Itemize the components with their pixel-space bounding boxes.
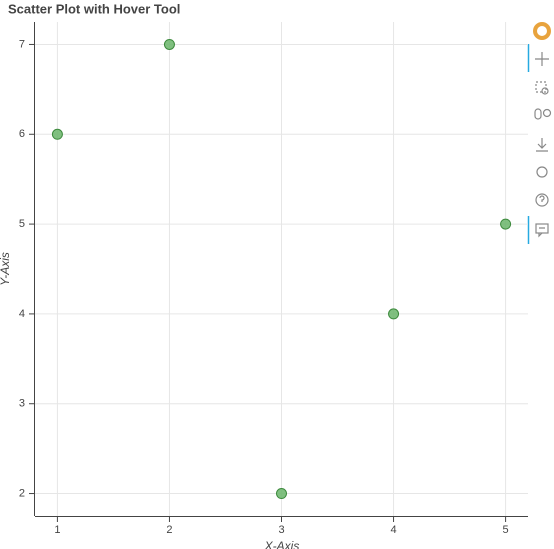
chart-title: Scatter Plot with Hover Tool xyxy=(8,1,180,16)
point xyxy=(163,38,175,50)
x-tick-label: 3 xyxy=(278,524,284,536)
y-axis-label: Y-Axis xyxy=(0,252,12,286)
wheel-zoom-tool[interactable] xyxy=(534,108,552,120)
y-tick-label: 6 xyxy=(19,128,25,140)
x-axis-label: X-Axis xyxy=(264,539,300,549)
y-tick-label: 7 xyxy=(19,38,25,50)
logo xyxy=(533,22,551,40)
hover-tool[interactable] xyxy=(535,223,549,238)
logo-center xyxy=(539,28,545,34)
box-zoom-tool[interactable] xyxy=(535,81,549,95)
pan-tool[interactable] xyxy=(535,52,549,66)
x-tick-label: 2 xyxy=(166,524,172,536)
help-tool[interactable] xyxy=(535,193,549,207)
x-tick-label: 5 xyxy=(503,524,509,536)
point xyxy=(388,308,400,320)
toolbar xyxy=(527,22,552,244)
y-tick-label: 5 xyxy=(19,218,25,230)
y-tick-label: 3 xyxy=(19,398,25,410)
x-tick-label: 1 xyxy=(54,524,60,536)
x-tick-label: 4 xyxy=(390,524,396,536)
point xyxy=(276,488,287,500)
save-tool[interactable] xyxy=(536,138,548,152)
point xyxy=(51,128,63,140)
reset-tool[interactable] xyxy=(536,166,548,178)
point xyxy=(500,218,512,230)
y-tick-label: 2 xyxy=(19,487,25,499)
y-tick-label: 4 xyxy=(19,308,25,320)
